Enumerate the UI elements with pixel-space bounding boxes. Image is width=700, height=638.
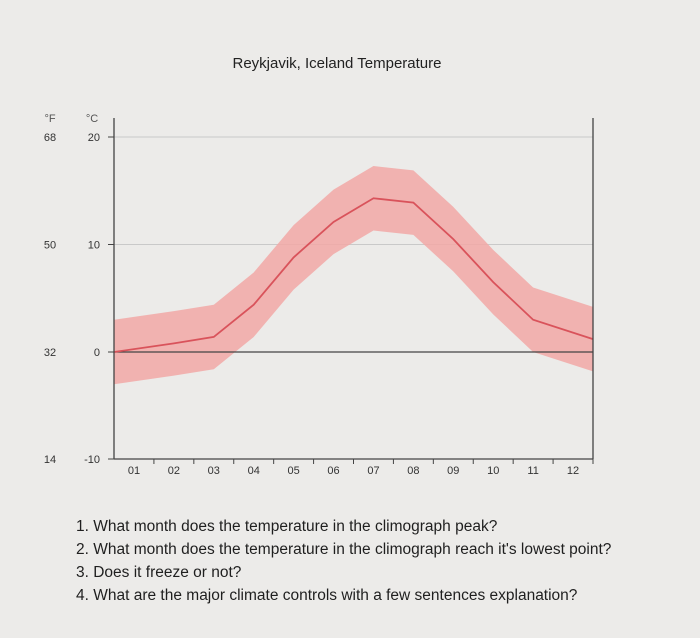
x-tick-label-06: 06: [327, 465, 339, 477]
mean-temperature-line: [113, 197, 594, 353]
y-tick-label-fahrenheit-50: 50: [44, 240, 56, 252]
x-tick-label-02: 02: [168, 465, 180, 477]
y-tick-label-fahrenheit-32: 32: [44, 347, 56, 359]
x-tick-label-09: 09: [447, 465, 459, 477]
y-tick-label-celsius-0: 0: [94, 347, 100, 359]
climograph-chart: Reykjavik, Iceland Temperature °F °C 20 6…: [44, 55, 594, 477]
fahrenheit-unit-label: °F: [44, 113, 55, 125]
question-4: 4. What are the major climate controls w…: [76, 587, 578, 604]
x-tick-label-08: 08: [407, 465, 419, 477]
x-tick-label-07: 07: [367, 465, 379, 477]
x-tick-label-05: 05: [288, 465, 300, 477]
y-tick-label-fahrenheit-14: 14: [44, 454, 56, 466]
x-tick-label-01: 01: [128, 465, 140, 477]
x-tick-label-10: 10: [487, 465, 499, 477]
x-tick-label-04: 04: [248, 465, 260, 477]
y-tick-label-fahrenheit-68: 68: [44, 132, 56, 144]
question-3: 3. Does it freeze or not?: [76, 564, 242, 581]
celsius-unit-label: °C: [86, 113, 98, 125]
question-list: 1. What month does the temperature in th…: [76, 515, 686, 607]
chart-title: Reykjavik, Iceland Temperature: [233, 55, 442, 72]
x-tick-label-11: 11: [527, 465, 538, 477]
x-tick-label-03: 03: [208, 465, 220, 477]
y-tick-label-celsius-10: 10: [88, 240, 100, 252]
y-tick-label-celsius--10: -10: [84, 454, 100, 466]
x-tick-label-12: 12: [567, 465, 579, 477]
question-1: 1. What month does the temperature in th…: [76, 518, 498, 535]
y-tick-label-celsius-20: 20: [88, 132, 100, 144]
temperature-range-band: [114, 166, 593, 385]
question-2: 2. What month does the temperature in th…: [76, 541, 612, 558]
